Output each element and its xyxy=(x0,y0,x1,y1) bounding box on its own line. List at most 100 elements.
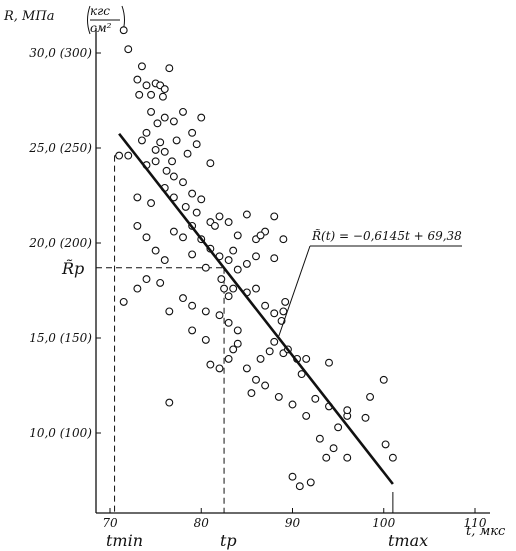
data-point xyxy=(169,227,178,236)
data-point xyxy=(151,157,160,166)
regression-line xyxy=(118,132,394,485)
data-point xyxy=(151,246,160,255)
data-point xyxy=(147,107,156,116)
t-max-annotation: tmax xyxy=(388,531,428,550)
data-point xyxy=(217,275,226,284)
data-point xyxy=(192,208,201,217)
data-point xyxy=(165,64,174,73)
data-point xyxy=(133,221,142,230)
data-point xyxy=(156,138,165,147)
x-tick-label: 80 xyxy=(194,516,210,530)
data-point xyxy=(242,259,251,268)
data-point xyxy=(197,113,206,122)
y-axis-unit-numerator: кгс xyxy=(90,4,110,18)
data-points xyxy=(115,26,397,491)
data-point xyxy=(361,413,370,422)
data-point xyxy=(233,326,242,335)
data-point xyxy=(206,360,215,369)
data-point xyxy=(124,45,133,54)
data-point xyxy=(206,159,215,168)
data-point xyxy=(261,301,270,310)
data-point xyxy=(210,221,219,230)
data-point xyxy=(151,145,160,154)
chart-labels: R, МПа кгс см² t, мкс R̃(t) = −0,6145t +… xyxy=(3,4,506,550)
data-point xyxy=(188,250,197,259)
data-point xyxy=(147,90,156,99)
data-point xyxy=(156,278,165,287)
data-point xyxy=(279,235,288,244)
data-point xyxy=(162,166,171,175)
data-point xyxy=(343,406,352,415)
data-point xyxy=(124,151,133,160)
data-point xyxy=(325,358,333,367)
data-point xyxy=(133,75,142,84)
data-point xyxy=(188,301,197,310)
equation-leader-line xyxy=(278,245,311,337)
data-point xyxy=(315,434,324,443)
data-point xyxy=(165,398,174,407)
data-point xyxy=(224,354,233,363)
y-tick-label: 10,0 (100) xyxy=(29,426,92,440)
data-point xyxy=(201,335,210,344)
data-point xyxy=(229,345,238,354)
y-tick-label: 20,0 (200) xyxy=(28,236,92,250)
data-point xyxy=(297,370,306,379)
data-point xyxy=(322,453,331,462)
data-point xyxy=(158,92,167,101)
y-tick-label: 25,0 (250) xyxy=(28,141,92,155)
data-point xyxy=(302,411,311,420)
data-point xyxy=(242,364,251,373)
data-point xyxy=(302,354,311,363)
data-point xyxy=(224,292,233,301)
data-point xyxy=(274,392,283,401)
data-point xyxy=(119,26,128,35)
y-axis-unit-denominator: см² xyxy=(90,21,112,35)
data-point xyxy=(172,136,181,145)
data-point xyxy=(256,354,265,363)
data-point xyxy=(215,212,224,221)
data-point xyxy=(381,440,390,449)
data-point xyxy=(160,256,169,265)
data-point xyxy=(179,107,187,116)
data-point xyxy=(256,231,265,240)
data-point xyxy=(233,231,242,240)
data-point xyxy=(188,326,197,335)
data-point xyxy=(270,254,279,263)
x-tick-label: 70 xyxy=(102,516,118,530)
r-p-annotation: R̃p xyxy=(61,259,84,278)
data-point xyxy=(334,423,343,432)
data-point xyxy=(229,246,238,255)
data-point xyxy=(306,478,315,487)
data-point xyxy=(137,136,146,145)
data-point xyxy=(233,265,242,274)
data-point xyxy=(242,210,251,219)
data-point xyxy=(115,151,124,160)
data-point xyxy=(192,140,201,149)
data-point xyxy=(279,307,288,316)
data-point xyxy=(288,400,297,409)
y-tick-label: 30,0 (300) xyxy=(29,46,92,60)
data-point xyxy=(169,117,178,126)
data-point xyxy=(160,147,169,156)
x-tick-label: 110 xyxy=(464,516,487,530)
data-point xyxy=(135,90,144,99)
data-point xyxy=(197,195,206,204)
data-point xyxy=(142,275,151,284)
data-point xyxy=(142,233,151,242)
t-p-annotation: tp xyxy=(220,531,237,550)
y-axis-label: R, МПа xyxy=(3,9,54,24)
data-point xyxy=(252,375,260,384)
data-point xyxy=(295,482,304,491)
data-point xyxy=(147,199,156,208)
data-point xyxy=(224,256,233,265)
data-point xyxy=(201,263,210,272)
data-point xyxy=(270,337,279,346)
y-tick-label: 15,0 (150) xyxy=(29,331,92,345)
data-point xyxy=(153,119,162,128)
x-tick-label: 100 xyxy=(372,516,395,530)
data-point xyxy=(215,311,224,320)
data-point xyxy=(179,178,187,187)
t-min-annotation: tmin xyxy=(106,531,143,550)
data-point xyxy=(265,347,274,356)
data-point xyxy=(220,284,229,293)
